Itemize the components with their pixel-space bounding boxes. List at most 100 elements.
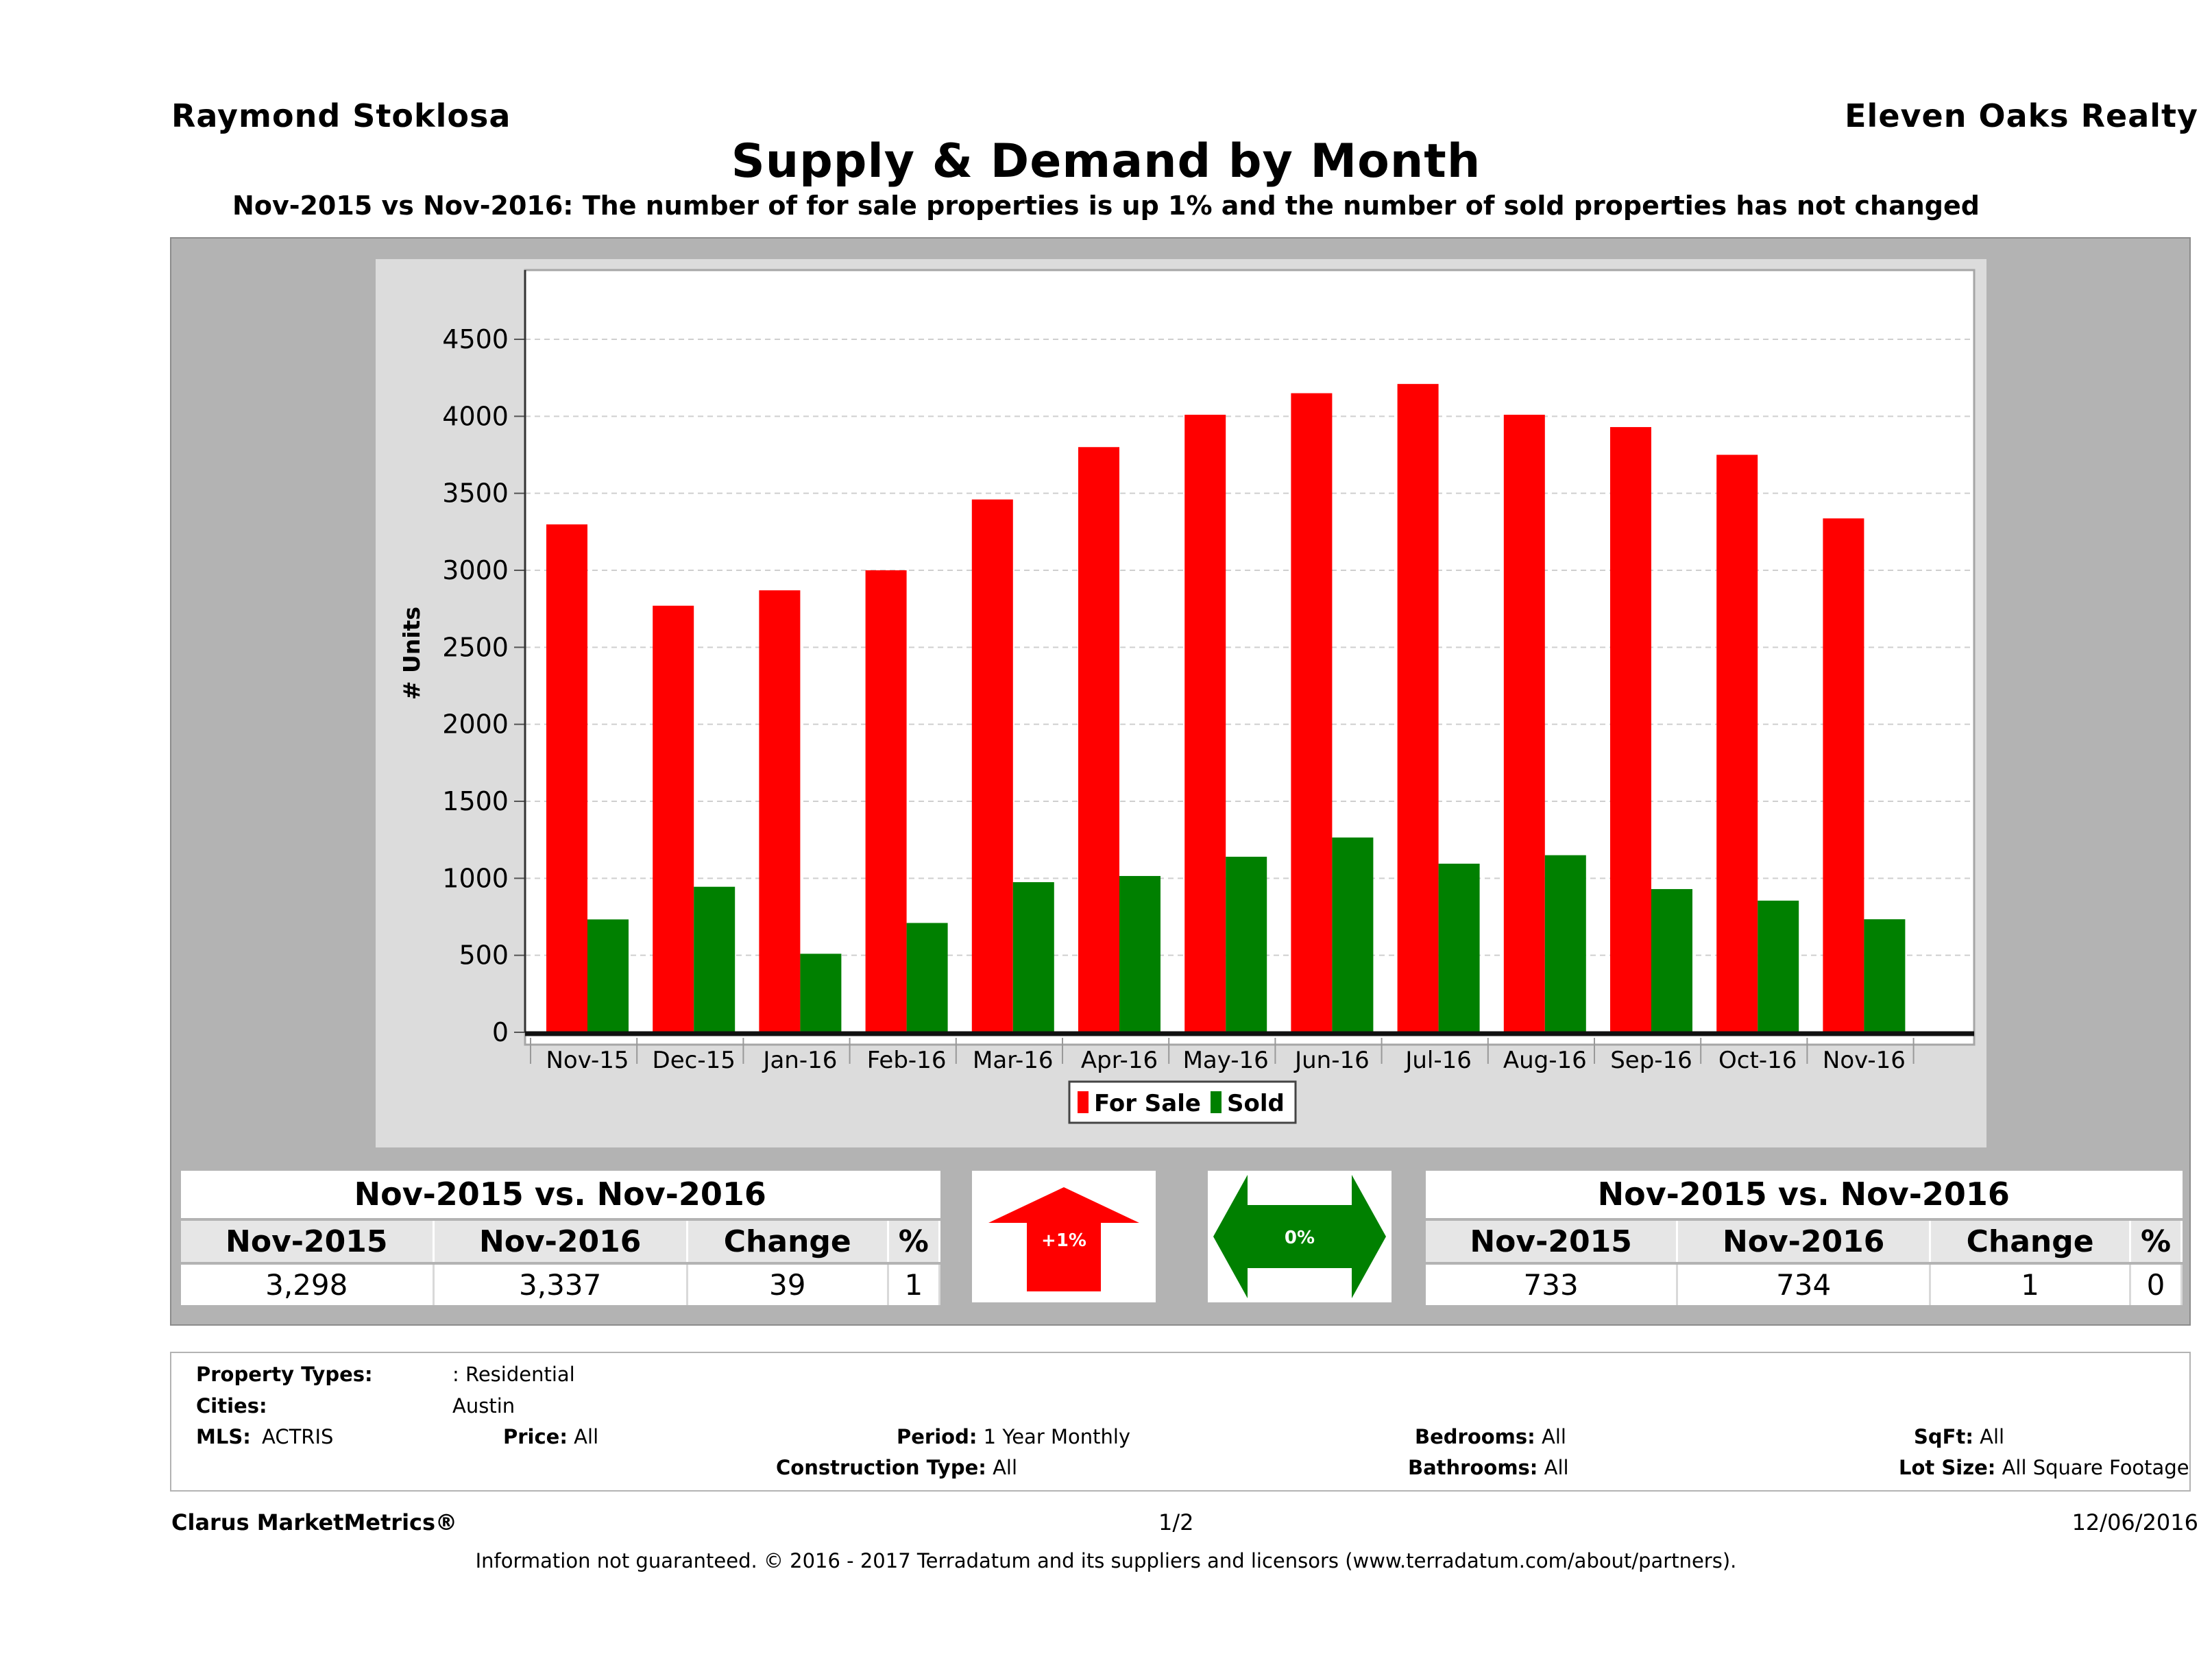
for-sale-header-end: Nov-2016 — [433, 1219, 688, 1264]
bathrooms-field: Bathrooms: All — [1408, 1456, 1569, 1479]
y-tick-label: 3000 — [442, 555, 509, 585]
bar-for-sale — [759, 590, 801, 1032]
for-sale-value-change: 39 — [687, 1262, 889, 1305]
legend-swatch-sold — [1211, 1091, 1222, 1113]
bar-for-sale — [1503, 415, 1545, 1032]
bar-for-sale — [1078, 447, 1119, 1032]
y-tick-label: 2500 — [442, 632, 509, 662]
bar-sold — [800, 953, 842, 1032]
bar-for-sale — [653, 605, 694, 1032]
x-tick-label: Apr-16 — [1081, 1047, 1158, 1074]
x-tick-label: Sep-16 — [1610, 1047, 1692, 1074]
x-tick-label: Nov-16 — [1823, 1047, 1906, 1074]
sold-indicator-box: 0% — [1208, 1171, 1391, 1302]
sqft-field: SqFt: All — [1914, 1425, 2004, 1448]
y-tick-label: 4000 — [442, 401, 509, 431]
cities-value: Austin — [452, 1394, 515, 1418]
period-label: Period: — [897, 1425, 977, 1448]
bar-sold — [1864, 919, 1906, 1032]
for-sale-stats-table: Nov-2015 vs. Nov-2016 Nov-2015 Nov-2016 … — [181, 1171, 941, 1305]
sold-value-percent: 0 — [2130, 1262, 2183, 1305]
bar-sold — [1226, 856, 1267, 1032]
y-tick-label: 0 — [492, 1017, 509, 1047]
x-tick-label: Nov-15 — [546, 1047, 629, 1074]
sold-header-percent: % — [2130, 1219, 2183, 1264]
mls-label: MLS: — [196, 1425, 251, 1448]
footer-date: 12/06/2016 — [2071, 1509, 2198, 1535]
y-tick-label: 3500 — [442, 478, 509, 509]
footer-brand: Clarus MarketMetrics® — [171, 1509, 458, 1535]
y-tick-label: 2000 — [442, 709, 509, 740]
x-tick-label: Jan-16 — [762, 1047, 837, 1074]
for-sale-value-end: 3,337 — [433, 1262, 688, 1305]
lot-size-label: Lot Size: — [1899, 1456, 1996, 1479]
agent-name: Raymond Stoklosa — [171, 97, 511, 134]
bedrooms-label: Bedrooms: — [1415, 1425, 1535, 1448]
y-tick-label: 4500 — [442, 324, 509, 354]
bar-sold — [1012, 881, 1054, 1032]
legend: For Sale Sold — [1068, 1080, 1297, 1124]
up-arrow-icon: +1% — [988, 1187, 1139, 1291]
sold-value-change: 1 — [1930, 1262, 2131, 1305]
y-axis-label: # Units — [398, 607, 425, 700]
bathrooms-label: Bathrooms: — [1408, 1456, 1538, 1479]
footer-disclaimer: Information not guaranteed. © 2016 - 201… — [475, 1549, 1737, 1572]
lot-size-field: Lot Size: All Square Footage — [1899, 1456, 2189, 1479]
price-field: Price: All — [503, 1425, 598, 1448]
property-types-value: : Residential — [452, 1363, 575, 1386]
price-value: All — [574, 1425, 599, 1448]
bar-sold — [1119, 875, 1160, 1032]
bar-for-sale — [1291, 393, 1333, 1032]
bar-sold — [906, 923, 948, 1032]
y-tick-label: 1000 — [442, 863, 509, 893]
for-sale-value-percent: 1 — [888, 1262, 941, 1305]
x-tick-label: Jul-16 — [1404, 1047, 1472, 1074]
bar-sold — [1438, 863, 1480, 1032]
for-sale-header-change: Change — [687, 1219, 889, 1264]
for-sale-indicator-box: +1% — [972, 1171, 1156, 1302]
bar-for-sale — [865, 570, 907, 1032]
legend-swatch-for-sale — [1078, 1091, 1089, 1113]
bar-for-sale — [1610, 427, 1651, 1032]
double-arrow-icon: 0% — [1213, 1175, 1386, 1298]
chart-title: Supply & Demand by Month — [731, 134, 1481, 189]
sold-header-start: Nov-2015 — [1426, 1219, 1679, 1264]
for-sale-value-start: 3,298 — [181, 1262, 435, 1305]
mls-value: ACTRIS — [262, 1425, 334, 1448]
x-tick-label: May-16 — [1183, 1047, 1269, 1074]
bar-chart: 0 500 1000 1500 2000 2500 3000 3500 4000 4500 Nov-… — [398, 269, 1976, 1124]
bar-for-sale — [546, 524, 587, 1032]
x-tick-label: Aug-16 — [1503, 1047, 1587, 1074]
bar-for-sale — [1184, 415, 1226, 1032]
sold-header-change: Change — [1930, 1219, 2131, 1264]
sold-value-end: 734 — [1677, 1262, 1932, 1305]
y-tick-label: 500 — [459, 940, 509, 971]
chart-subtitle: Nov-2015 vs Nov-2016: The number of for … — [232, 191, 1980, 221]
lot-size-value: All Square Footage — [2002, 1456, 2189, 1479]
bar-sold — [1651, 889, 1692, 1032]
price-label: Price: — [503, 1425, 568, 1448]
bar-sold — [587, 919, 629, 1032]
x-tick-label: Mar-16 — [973, 1047, 1054, 1074]
sqft-label: SqFt: — [1914, 1425, 1973, 1448]
bar-for-sale — [1397, 384, 1439, 1032]
search-criteria-box: Property Types: : Residential Cities: Au… — [170, 1352, 2191, 1492]
y-tick-label: 1500 — [442, 786, 509, 816]
sqft-value: All — [1980, 1425, 2005, 1448]
sold-header-end: Nov-2016 — [1677, 1219, 1932, 1264]
period-field: Period: 1 Year Monthly — [897, 1425, 1130, 1448]
bar-sold — [1332, 837, 1374, 1032]
for-sale-stats-title: Nov-2015 vs. Nov-2016 — [181, 1171, 940, 1221]
x-tick-label: Dec-15 — [653, 1047, 736, 1074]
legend-label-for-sale: For Sale — [1094, 1090, 1201, 1117]
sold-indicator-label: 0% — [1285, 1228, 1315, 1248]
bar-sold — [694, 886, 736, 1032]
company-name: Eleven Oaks Realty — [1845, 97, 2198, 134]
for-sale-header-start: Nov-2015 — [181, 1219, 435, 1264]
sold-stats-table: Nov-2015 vs. Nov-2016 Nov-2015 Nov-2016 … — [1426, 1171, 2183, 1305]
construction-value: All — [993, 1456, 1018, 1479]
for-sale-indicator-label: +1% — [1041, 1230, 1086, 1251]
construction-label: Construction Type: — [776, 1456, 986, 1479]
bar-for-sale — [971, 499, 1013, 1032]
x-tick-label: Jun-16 — [1293, 1047, 1370, 1074]
